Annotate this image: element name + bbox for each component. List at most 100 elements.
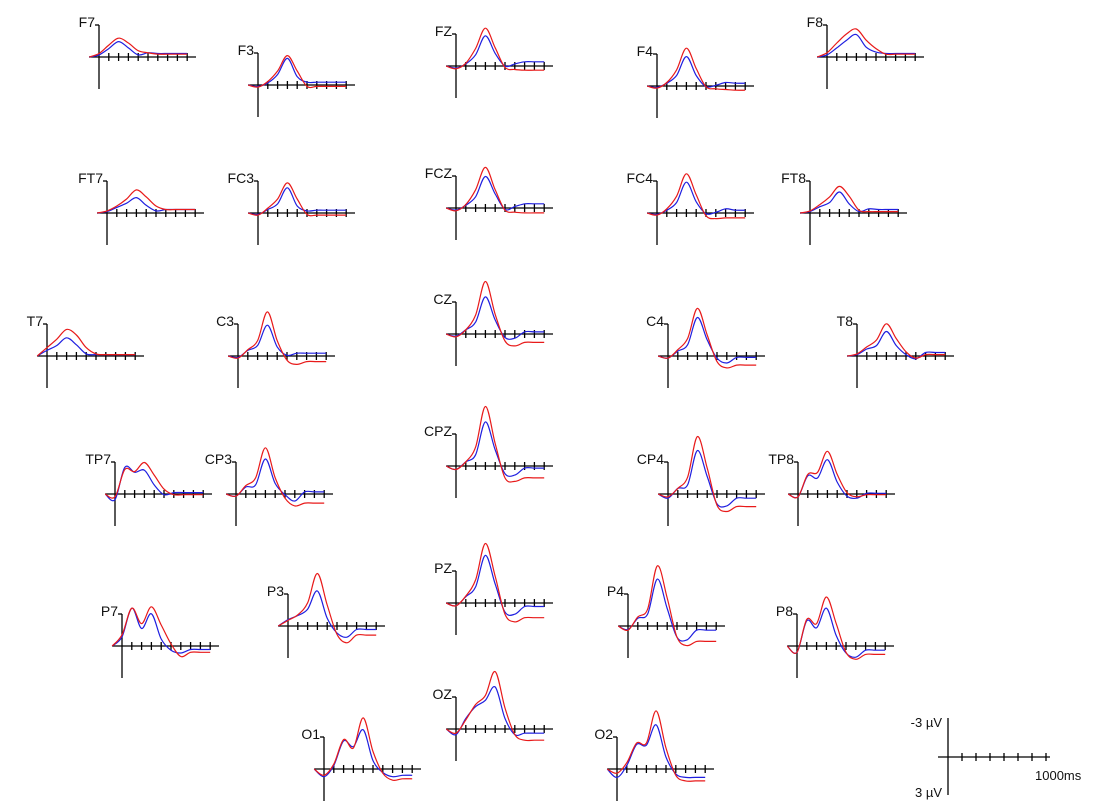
waveform-red-c4	[658, 307, 757, 369]
waveform-red-ft8	[800, 185, 899, 214]
channel-label-f3: F3	[238, 42, 255, 58]
waveform-blue-o2	[606, 724, 706, 779]
channel-label-cp4: CP4	[637, 451, 664, 467]
channel-panel-t8: T8	[837, 313, 954, 388]
channel-panel-f7: F7	[79, 14, 196, 89]
channel-panel-tp8: TP8	[768, 450, 895, 526]
waveform-blue-p4	[617, 578, 717, 642]
channel-label-p3: P3	[267, 583, 284, 599]
channel-panel-f4: F4	[637, 43, 754, 118]
channel-panel-fc3: FC3	[228, 170, 355, 245]
channel-panel-cz: CZ	[433, 280, 553, 366]
channel-label-p7: P7	[101, 603, 118, 619]
channel-panel-ft7: FT7	[78, 170, 204, 245]
channel-label-p8: P8	[776, 603, 793, 619]
channel-panel-o1: O1	[301, 717, 421, 801]
channel-panel-p3: P3	[267, 572, 385, 658]
waveform-red-f3	[248, 54, 347, 89]
waveform-red-cp3	[226, 447, 325, 507]
waveform-red-c3	[228, 311, 327, 366]
waveform-red-ft7	[97, 189, 196, 214]
waveform-blue-f7	[89, 40, 188, 58]
waveform-red-cz	[445, 280, 545, 347]
channel-label-f7: F7	[79, 14, 96, 30]
waveform-blue-f8	[817, 33, 916, 58]
channel-panel-cp4: CP4	[637, 435, 765, 526]
channel-label-fcz: FCZ	[425, 165, 453, 181]
waveform-red-fz	[445, 27, 545, 71]
scale-ticks	[961, 753, 1047, 761]
channel-panel-oz: OZ	[433, 670, 553, 761]
channel-label-cp3: CP3	[205, 451, 232, 467]
waveform-red-p4	[617, 565, 717, 647]
scale-amplitude-bottom: 3 µV	[915, 785, 942, 800]
channel-label-ft7: FT7	[78, 170, 103, 186]
channel-panel-t7: T7	[27, 313, 144, 388]
waveform-red-fc3	[248, 182, 347, 217]
waveform-red-cp4	[657, 435, 757, 513]
channel-panel-c3: C3	[216, 311, 335, 388]
channel-panel-p7: P7	[101, 603, 219, 678]
channel-panel-cp3: CP3	[205, 447, 333, 526]
channel-label-o1: O1	[301, 726, 320, 742]
channel-panel-p8: P8	[776, 596, 894, 678]
channel-label-c4: C4	[646, 313, 664, 329]
waveform-blue-t8	[847, 330, 946, 360]
channel-panel-f8: F8	[807, 14, 924, 89]
channel-panel-f3: F3	[238, 42, 355, 117]
channel-panel-cpz: CPZ	[424, 405, 553, 498]
waveform-red-o2	[606, 710, 706, 782]
channel-label-o2: O2	[594, 726, 613, 742]
waveform-red-f4	[647, 47, 746, 91]
channel-panels: F7 F3 FZ F4 F8 FT7 FC3 FCZ FC4 FT8 T7 C3 CZ C4 T8 TP7 CP…	[27, 14, 954, 801]
channel-label-fz: FZ	[435, 23, 453, 39]
channel-label-fc4: FC4	[627, 170, 654, 186]
channel-label-t7: T7	[27, 313, 44, 329]
channel-label-fc3: FC3	[228, 170, 255, 186]
waveform-blue-o1	[313, 729, 413, 778]
channel-panel-fc4: FC4	[627, 170, 754, 245]
channel-panel-c4: C4	[646, 307, 765, 388]
scale-amplitude-top: -3 µV	[911, 715, 943, 730]
waveform-red-p8	[786, 596, 886, 660]
channel-label-tp8: TP8	[768, 451, 794, 467]
waveform-red-t8	[847, 323, 946, 359]
channel-panel-ft8: FT8	[781, 170, 907, 245]
channel-label-f4: F4	[637, 43, 654, 59]
waveform-red-oz	[445, 670, 545, 742]
channel-label-pz: PZ	[434, 560, 452, 576]
waveform-blue-ft8	[800, 191, 899, 214]
channel-label-cz: CZ	[433, 291, 452, 307]
waveform-red-cpz	[445, 405, 545, 483]
waveform-red-f7	[88, 37, 188, 58]
channel-panel-o2: O2	[594, 710, 714, 801]
waveform-red-fcz	[445, 166, 545, 214]
channel-label-c3: C3	[216, 313, 234, 329]
channel-panel-pz: PZ	[434, 542, 553, 635]
channel-label-cpz: CPZ	[424, 423, 452, 439]
channel-panel-fz: FZ	[435, 23, 553, 98]
channel-label-t8: T8	[837, 313, 854, 329]
waveform-red-p7	[111, 606, 211, 658]
waveform-blue-p3	[277, 590, 377, 638]
waveform-red-fc4	[647, 173, 746, 220]
waveform-red-tp8	[787, 450, 887, 499]
waveform-red-o1	[313, 717, 413, 782]
waveform-red-f8	[816, 28, 916, 58]
waveform-blue-cp4	[657, 449, 757, 508]
channel-panel-p4: P4	[607, 565, 725, 658]
channel-label-tp7: TP7	[85, 451, 111, 467]
waveform-red-pz	[445, 542, 545, 623]
channel-label-ft8: FT8	[781, 170, 806, 186]
channel-label-oz: OZ	[433, 686, 453, 702]
waveform-red-tp7	[104, 461, 204, 499]
waveform-red-p3	[277, 572, 377, 644]
waveform-red-t7	[36, 328, 136, 357]
channel-label-p4: P4	[607, 583, 624, 599]
channel-label-f8: F8	[807, 14, 824, 30]
channel-panel-tp7: TP7	[85, 451, 212, 526]
scale-time-label: 1000ms	[1035, 768, 1082, 783]
scale-bar: -3 µV 3 µV 1000ms	[911, 715, 1082, 800]
channel-panel-fcz: FCZ	[425, 165, 553, 240]
